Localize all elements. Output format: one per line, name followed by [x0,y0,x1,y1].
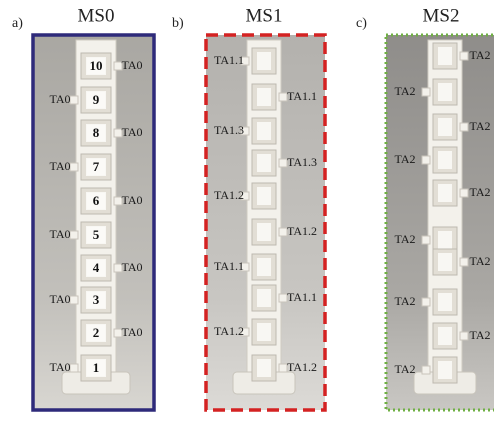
tab [460,332,468,340]
cell-insert [257,289,271,307]
tab-label: TA0 [49,292,70,306]
cell-number: 4 [93,260,100,275]
cell-number: 6 [93,193,100,208]
figure: a) MS0 10 9 8 7 6 5 4 3 2 1 TA0 TA0 TA0 TA0 TA0 TA0 TA0 TA0… [0,0,494,421]
tab-label: TA0 [121,58,142,72]
tab-label: TA1.1 [287,89,317,103]
cell-insert [257,52,271,70]
cell-insert [438,293,452,311]
tab [279,294,287,302]
tab-label: TA1.1 [214,53,244,67]
tab-label: TA1.2 [214,324,244,338]
cell-insert [438,361,452,379]
tab [460,123,468,131]
cell-number: 10 [90,58,103,73]
cell-insert [257,154,271,172]
tab-label: TA2 [469,119,490,133]
cell-insert [438,47,452,65]
tab-label: TA2 [469,328,490,342]
tab-label: TA1.2 [214,188,244,202]
tab [279,159,287,167]
cell-insert [257,258,271,276]
cell-number: 8 [93,125,100,140]
tab [70,163,78,171]
panel-title: MS1 [246,5,283,26]
cell-insert [438,118,452,136]
tab-label: TA1.2 [287,224,317,238]
tab-label: TA0 [121,325,142,339]
tab [460,52,468,60]
tab-label: TA2 [469,254,490,268]
tab-label: TA1.3 [214,123,244,137]
tab-label: TA2 [394,84,415,98]
tab [70,296,78,304]
cell-number: 7 [93,159,100,174]
cell-insert [257,323,271,341]
tab-label: TA2 [394,232,415,246]
tab [279,364,287,372]
tab [70,96,78,104]
tab-label: TA1.3 [287,155,317,169]
cell-insert [438,151,452,169]
cell-number: 9 [93,92,100,107]
tab [70,364,78,372]
panel-letter: a) [12,16,23,31]
tab [422,236,430,244]
panel-title: MS0 [78,5,115,26]
tab [422,88,430,96]
cell-insert [438,231,452,249]
tab-label: TA0 [49,159,70,173]
cell-number: 2 [93,325,100,340]
cell-insert [257,359,271,377]
cell-insert [257,122,271,140]
cell-insert [438,83,452,101]
tab-label: TA1.1 [214,259,244,273]
tab-label: TA2 [469,185,490,199]
tab [279,228,287,236]
tab-label: TA0 [121,260,142,274]
cell-number: 5 [93,227,100,242]
cell-insert [438,253,452,271]
tab-label: TA0 [121,125,142,139]
cell-insert [257,88,271,106]
tab-label: TA2 [394,152,415,166]
tab [422,156,430,164]
tab-label: TA0 [49,360,70,374]
cell-number: 1 [93,360,100,375]
tab [70,231,78,239]
cell-insert [438,184,452,202]
cell-number: 3 [93,292,100,307]
tab [422,298,430,306]
tab [279,93,287,101]
tab-label: TA0 [49,227,70,241]
tab-label: TA1.2 [287,360,317,374]
tab-label: TA0 [121,193,142,207]
cell-insert [257,187,271,205]
panel-letter: c) [356,16,367,31]
cell-insert [438,327,452,345]
tab [422,366,430,374]
tab [460,258,468,266]
panel-title: MS2 [423,5,460,26]
tab-label: TA0 [49,92,70,106]
panel-letter: b) [172,16,184,31]
tab-label: TA2 [394,294,415,308]
tab-label: TA1.1 [287,290,317,304]
tab-label: TA2 [469,48,490,62]
cell-insert [257,223,271,241]
tab [460,189,468,197]
tab-label: TA2 [394,362,415,376]
